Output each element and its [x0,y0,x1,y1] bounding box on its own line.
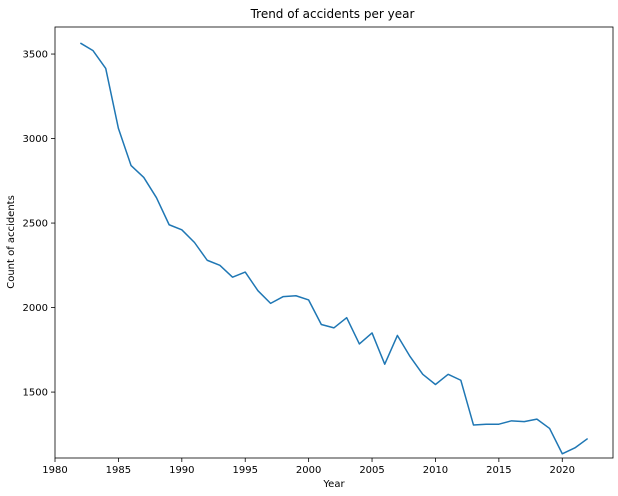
y-tick-label: 1500 [23,388,48,399]
series-layer [79,42,589,455]
y-tick-label: 2500 [23,219,48,230]
x-axis-label: Year [322,479,345,490]
x-tick-label: 2000 [296,465,321,476]
y-axis-label: Count of accidents [6,195,17,289]
x-tick-label: 2020 [550,465,575,476]
x-tick-label: 1995 [233,465,258,476]
x-axis: 1980 1985 1990 1995 2000 2005 2010 2015 2020 [42,458,575,476]
x-tick-label: 1985 [106,465,131,476]
chart-title: Trend of accidents per year [250,7,415,21]
y-tick-label: 3000 [23,134,48,145]
x-tick-label: 1990 [169,465,194,476]
y-axis: 1500 2000 2500 3000 3500 [23,50,55,399]
series-line [79,42,589,455]
x-tick-label: 2015 [486,465,511,476]
y-tick-label: 2000 [23,303,48,314]
x-tick-label: 2010 [423,465,448,476]
x-tick-label: 1980 [42,465,67,476]
x-tick-label: 2005 [359,465,384,476]
plot-frame [54,26,614,459]
y-tick-label: 3500 [23,50,48,61]
